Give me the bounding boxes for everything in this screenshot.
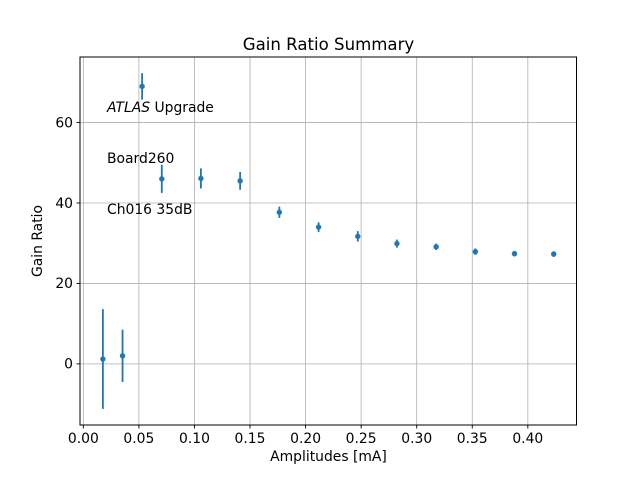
data-point bbox=[551, 251, 557, 257]
y-tick-label: 60 bbox=[55, 115, 73, 131]
annotation-line-1-rest: Upgrade bbox=[150, 100, 214, 116]
plot-annotation: ATLAS Upgrade Board260 Ch016 35dB bbox=[107, 66, 214, 253]
y-tick-label: 0 bbox=[64, 357, 73, 373]
data-point bbox=[159, 176, 165, 182]
x-axis-label: Amplitudes [mA] bbox=[270, 449, 387, 465]
x-tick-label: 0.15 bbox=[235, 431, 266, 447]
x-tick-label: 0.20 bbox=[290, 431, 321, 447]
data-point bbox=[315, 224, 322, 230]
data-point bbox=[276, 209, 283, 215]
x-tick-label: 0.25 bbox=[346, 431, 377, 447]
data-point bbox=[119, 353, 126, 359]
data-point bbox=[198, 175, 204, 182]
plot-border bbox=[79, 56, 577, 426]
data-point bbox=[472, 248, 479, 255]
annotation-line-1: ATLAS Upgrade bbox=[107, 100, 214, 117]
annotation-line-3: Ch016 35dB bbox=[107, 202, 193, 218]
x-tick-label: 0.00 bbox=[68, 431, 99, 447]
chart-title: Gain Ratio Summary bbox=[242, 35, 415, 54]
y-axis-label: Gain Ratio bbox=[30, 204, 46, 278]
data-point bbox=[355, 233, 361, 240]
x-tick-label: 0.05 bbox=[123, 431, 154, 447]
annotation-experiment-name: ATLAS bbox=[107, 100, 151, 116]
data-point bbox=[237, 178, 243, 184]
data-point bbox=[433, 244, 439, 250]
y-tick-label: 40 bbox=[55, 196, 73, 212]
x-tick-label: 0.30 bbox=[401, 431, 432, 447]
y-tick-label: 20 bbox=[55, 276, 73, 292]
x-tick-label: 0.35 bbox=[457, 431, 488, 447]
annotation-line-2: Board260 bbox=[107, 151, 175, 167]
data-point bbox=[511, 250, 518, 257]
data-point bbox=[100, 356, 106, 362]
x-tick-label: 0.40 bbox=[512, 431, 543, 447]
x-tick-label: 0.10 bbox=[179, 431, 210, 447]
data-point bbox=[139, 83, 145, 90]
data-point bbox=[394, 240, 400, 247]
